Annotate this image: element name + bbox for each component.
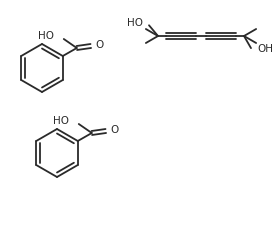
- Text: O: O: [111, 125, 119, 135]
- Text: O: O: [96, 40, 104, 50]
- Text: HO: HO: [127, 18, 143, 28]
- Text: HO: HO: [53, 116, 69, 126]
- Text: HO: HO: [38, 31, 54, 41]
- Text: OH: OH: [257, 44, 273, 54]
